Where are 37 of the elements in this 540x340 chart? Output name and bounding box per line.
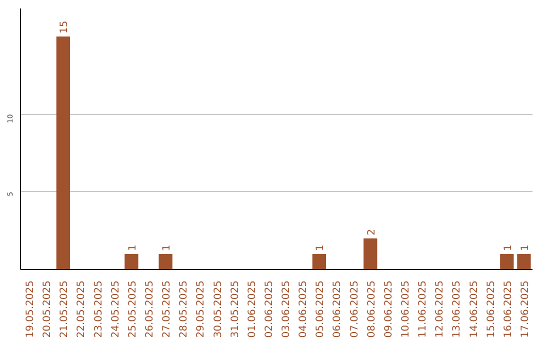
x-tick-label: 20.05.2025 <box>42 280 54 338</box>
x-tick-label: 07.06.2025 <box>349 280 360 338</box>
x-tick-label: 25.05.2025 <box>127 280 138 338</box>
x-tick-label: 11.06.2025 <box>418 280 429 338</box>
x-tick-label: 06.06.2025 <box>332 280 344 338</box>
data-label: 15 <box>59 20 70 34</box>
x-tick-label: 14.06.2025 <box>468 280 480 338</box>
x-tick-label: 19.05.2025 <box>25 280 36 338</box>
data-label: 2 <box>366 229 378 236</box>
x-tick-label: 22.05.2025 <box>76 280 88 338</box>
x-tick-label: 31.05.2025 <box>230 280 241 338</box>
x-tick-label: 15.06.2025 <box>486 280 497 338</box>
x-tick-label: 30.05.2025 <box>212 280 224 338</box>
data-label: 1 <box>315 244 326 251</box>
x-tick-label: 01.06.2025 <box>246 280 258 338</box>
x-tick-label: 04.06.2025 <box>298 280 310 338</box>
x-tick-label: 05.06.2025 <box>315 280 326 338</box>
x-tick-label: 10.06.2025 <box>400 280 412 338</box>
data-label: 1 <box>502 244 514 251</box>
x-tick-label: 17.06.2025 <box>520 280 531 338</box>
x-tick-label: 29.05.2025 <box>196 280 207 338</box>
data-label: 1 <box>162 244 173 251</box>
x-tick-label: 03.06.2025 <box>281 280 292 338</box>
x-tick-label: 08.06.2025 <box>366 280 378 338</box>
x-tick-label: 12.06.2025 <box>434 280 446 338</box>
x-tick-label: 02.06.2025 <box>264 280 275 338</box>
x-tick-label: 13.06.2025 <box>452 280 463 338</box>
x-tick-label: 23.05.2025 <box>93 280 104 338</box>
x-tick-label: 09.06.2025 <box>383 280 394 338</box>
x-tick-label: 28.05.2025 <box>178 280 190 338</box>
x-tick-label: 24.05.2025 <box>110 280 122 338</box>
data-label: 1 <box>127 244 138 251</box>
x-tick-label: 21.05.2025 <box>59 280 70 338</box>
x-tick-label: 26.05.2025 <box>144 280 156 338</box>
data-label: 1 <box>520 244 531 251</box>
x-tick-label: 16.06.2025 <box>502 280 514 338</box>
x-tick-label: 27.05.2025 <box>162 280 173 338</box>
